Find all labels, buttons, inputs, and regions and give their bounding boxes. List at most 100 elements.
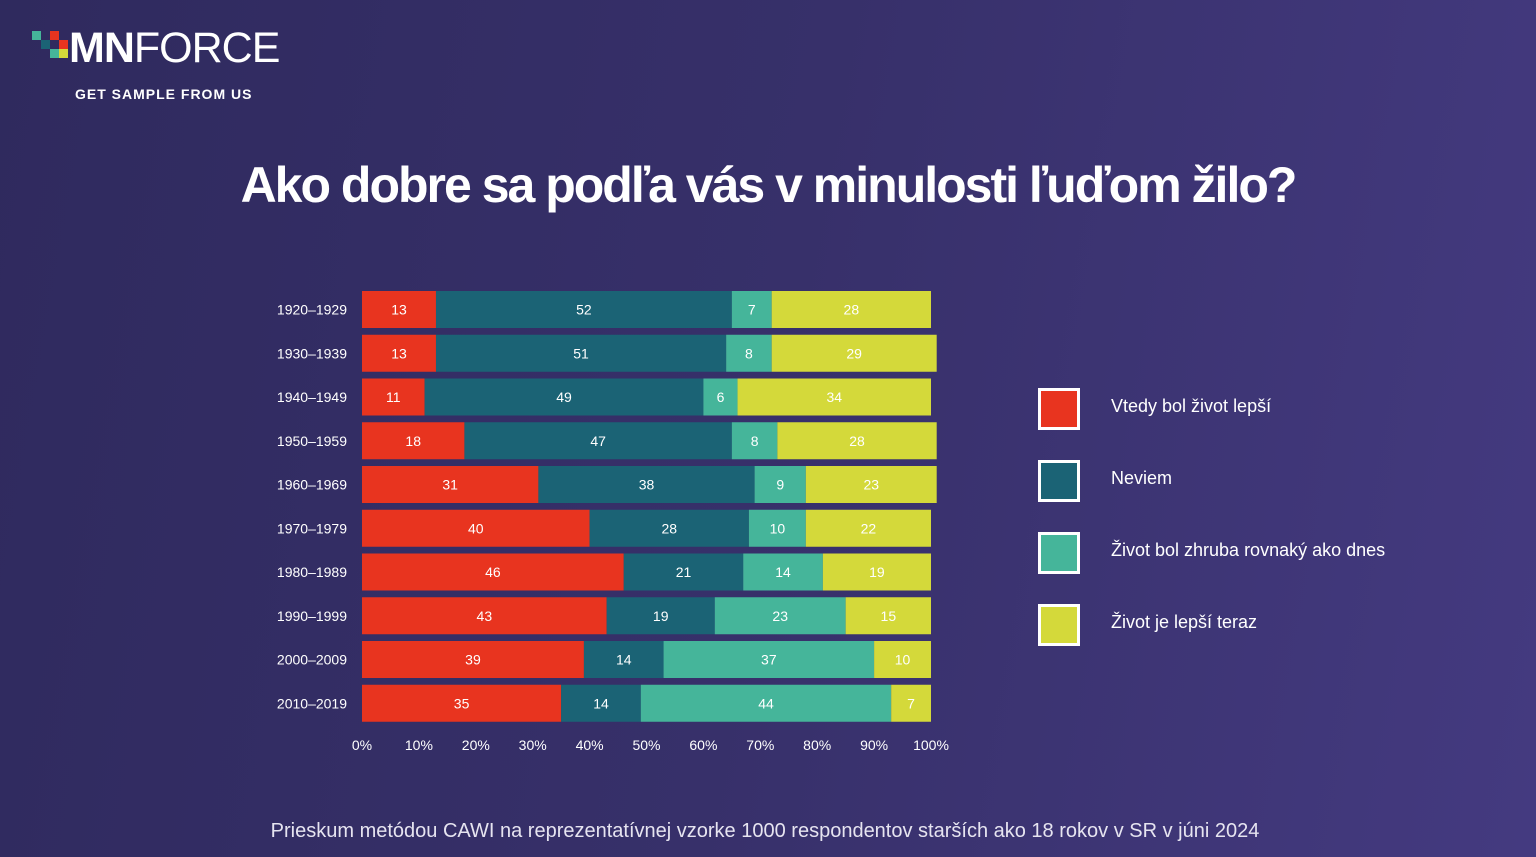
bar-segment	[743, 553, 823, 591]
legend-item: Život je lepší teraz	[1038, 604, 1458, 646]
bar-segment	[874, 641, 931, 678]
legend-label: Život je lepší teraz	[1111, 612, 1258, 632]
bar-segment	[464, 422, 732, 460]
x-tick-label: 30%	[519, 737, 547, 753]
legend-swatch	[1038, 604, 1080, 646]
bar-segment	[714, 597, 846, 635]
data-label: 34	[826, 389, 842, 405]
data-label: 47	[590, 433, 606, 449]
bar-segment	[362, 597, 607, 635]
footnote: Prieskum metódou CAWI na reprezentatívne…	[270, 820, 1260, 842]
category-label: 1960–1969	[277, 477, 347, 493]
category-label: 1990–1999	[277, 608, 347, 624]
legend-swatch	[1038, 532, 1080, 574]
bar-segment	[589, 509, 749, 547]
bar-segment	[561, 684, 641, 722]
bar-segment	[726, 334, 772, 372]
bar-segment	[362, 378, 425, 416]
data-label: 49	[556, 389, 572, 405]
data-label: 10	[895, 652, 911, 668]
bar-segment	[891, 684, 931, 722]
category-label: 1980–1989	[277, 564, 347, 580]
legend-label: Vtedy bol život lepší	[1111, 396, 1272, 416]
tagline: GET SAMPLE FROM US	[75, 86, 253, 102]
bar-segment	[703, 378, 738, 416]
bar-segment	[731, 291, 772, 328]
data-label: 23	[863, 477, 879, 493]
bar-segment	[362, 466, 539, 503]
data-label: 19	[653, 608, 669, 624]
data-label: 46	[485, 564, 501, 580]
x-tick-label: 90%	[860, 737, 888, 753]
data-label: 40	[468, 520, 484, 536]
data-label: 7	[748, 302, 756, 318]
bar-segment	[362, 509, 590, 547]
x-tick-label: 100%	[913, 737, 949, 753]
x-tick-label: 70%	[746, 737, 774, 753]
legend-swatch	[1038, 388, 1080, 430]
category-label: 1940–1949	[277, 389, 347, 405]
data-label: 28	[849, 433, 865, 449]
bar-segment	[777, 422, 937, 460]
category-label: 1930–1939	[277, 345, 347, 361]
stacked-bar-chart: 1920–1929 13 52 7 28 1930–1939 13 51 8 29 1940–194…	[277, 291, 949, 753]
bar-segment	[362, 684, 562, 722]
x-tick-label: 40%	[576, 737, 604, 753]
data-label: 35	[454, 695, 470, 711]
data-label: 37	[761, 652, 777, 668]
data-label: 18	[405, 433, 421, 449]
data-label: 28	[844, 302, 860, 318]
data-label: 10	[770, 520, 786, 536]
bar-segment	[663, 641, 875, 678]
bar-segment	[805, 466, 937, 503]
data-label: 14	[775, 564, 791, 580]
category-label: 1970–1979	[277, 520, 347, 536]
data-label: 15	[881, 608, 897, 624]
legend-label: Neviem	[1111, 468, 1173, 488]
legend-label: Život bol zhruba rovnaký ako dnes	[1111, 540, 1386, 560]
data-label: 51	[573, 345, 589, 361]
data-label: 38	[639, 477, 655, 493]
bar-segment	[424, 378, 704, 416]
data-label: 43	[477, 608, 493, 624]
data-label: 44	[758, 695, 774, 711]
data-label: 9	[776, 477, 784, 493]
category-label: 1950–1959	[277, 433, 347, 449]
chart-title: Ako dobre sa podľa vás v minulosti ľuďom…	[240, 157, 1298, 213]
bar-segment	[362, 641, 584, 678]
x-tick-label: 60%	[689, 737, 717, 753]
data-label: 8	[745, 345, 753, 361]
bar-segment	[606, 597, 715, 635]
bar-segment	[362, 291, 436, 328]
data-label: 29	[846, 345, 862, 361]
data-label: 7	[907, 695, 915, 711]
logo-mark-icon	[32, 31, 68, 65]
bar-segment	[362, 422, 465, 460]
bar-segment	[771, 291, 931, 328]
x-tick-label: 50%	[632, 737, 660, 753]
data-label: 8	[751, 433, 759, 449]
legend-item: Neviem	[1038, 460, 1458, 502]
bar-segment	[822, 553, 931, 591]
bar-segment	[731, 422, 778, 460]
data-label: 11	[386, 389, 401, 405]
data-label: 28	[661, 520, 677, 536]
bar-segment	[805, 509, 931, 547]
data-label: 19	[869, 564, 885, 580]
data-label: 14	[593, 695, 609, 711]
data-label: 22	[861, 520, 877, 536]
bar-segment	[737, 378, 931, 416]
data-label: 52	[576, 302, 592, 318]
x-tick-label: 80%	[803, 737, 831, 753]
data-label: 23	[772, 608, 788, 624]
legend-item: Život bol zhruba rovnaký ako dnes	[1038, 532, 1458, 574]
bar-segment	[771, 334, 937, 372]
data-label: 6	[717, 389, 725, 405]
bar-segment	[623, 553, 744, 591]
category-label: 2010–2019	[277, 695, 347, 711]
data-label: 39	[465, 652, 481, 668]
data-label: 13	[391, 302, 407, 318]
category-label: 1920–1929	[277, 302, 347, 318]
data-label: 13	[391, 345, 407, 361]
legend-swatch	[1038, 460, 1080, 502]
